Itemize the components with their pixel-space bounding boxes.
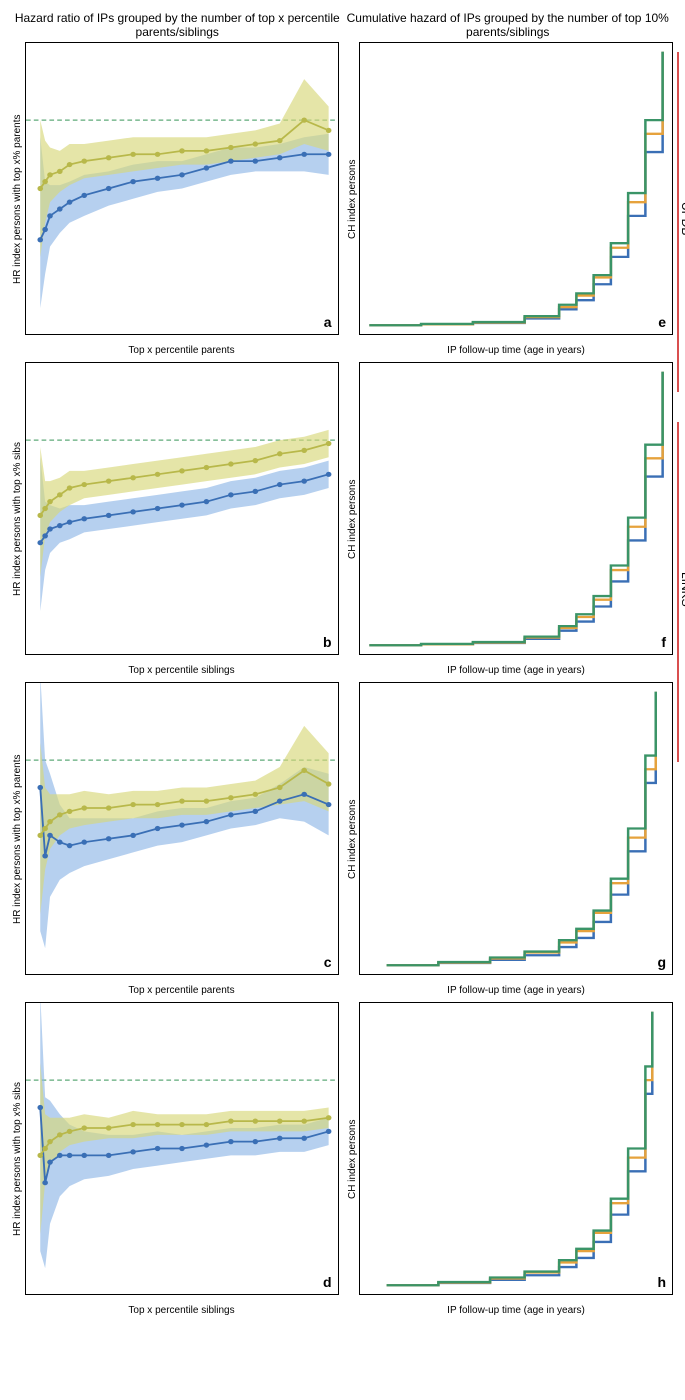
panel-e: CH index persons654321020406080100eIP fo… xyxy=(347,42,674,356)
ylabel-c: HR index persons with top x% parents xyxy=(12,682,25,996)
ylabel-e: CH index persons xyxy=(347,42,360,356)
ylabel-h: CH index persons xyxy=(347,1002,360,1316)
panel-letter-e: e xyxy=(658,314,666,330)
updb-label: UPDB xyxy=(679,202,685,235)
ylabel-f: CH index persons xyxy=(347,362,360,676)
panel-letter-b: b xyxy=(323,634,332,650)
xlabel-b: Top x percentile siblings xyxy=(25,655,339,676)
plot-e: 654321020406080100e xyxy=(359,42,673,335)
xlabel-c: Top x percentile parents xyxy=(25,975,339,996)
column-titles: Hazard ratio of IPs grouped by the numbe… xyxy=(12,12,673,40)
links-label: LINKS xyxy=(679,572,685,607)
plot-f: 654321020406080100f xyxy=(359,362,673,655)
plot-a: 1.210.80.60.40102030405060a xyxy=(25,42,339,335)
plot-g: 654321020406080100g xyxy=(359,682,673,975)
panel-a: HR index persons with top x% parents1.21… xyxy=(12,42,339,356)
panel-letter-a: a xyxy=(324,314,332,330)
plot-h: 654321020406080100h xyxy=(359,1002,673,1295)
panel-letter-h: h xyxy=(657,1274,666,1290)
ylabel-d: HR index persons with top x% sibs xyxy=(12,1002,25,1316)
figure-root: Hazard ratio of IPs grouped by the numbe… xyxy=(12,12,673,772)
panel-d: HR index persons with top x% sibs1.210.8… xyxy=(12,1002,339,1316)
right-col-title: Cumulative hazard of IPs grouped by the … xyxy=(343,12,674,40)
plot-d: 1.210.80.60.40102030405060d xyxy=(25,1002,339,1295)
panel-letter-c: c xyxy=(324,954,332,970)
xlabel-e: IP follow-up time (age in years) xyxy=(359,335,673,356)
panel-g: CH index persons654321020406080100gIP fo… xyxy=(347,682,674,996)
xlabel-d: Top x percentile siblings xyxy=(25,1295,339,1316)
panel-h: CH index persons654321020406080100hIP fo… xyxy=(347,1002,674,1316)
panel-b: HR index persons with top x% sibs1.210.8… xyxy=(12,362,339,676)
left-col-title: Hazard ratio of IPs grouped by the numbe… xyxy=(12,12,343,40)
panel-f: CH index persons654321020406080100fIP fo… xyxy=(347,362,674,676)
panel-letter-f: f xyxy=(661,634,666,650)
xlabel-g: IP follow-up time (age in years) xyxy=(359,975,673,996)
ylabel-g: CH index persons xyxy=(347,682,360,996)
ylabel-b: HR index persons with top x% sibs xyxy=(12,362,25,676)
panel-grid: HR index persons with top x% parents1.21… xyxy=(12,42,673,762)
xlabel-f: IP follow-up time (age in years) xyxy=(359,655,673,676)
panel-letter-g: g xyxy=(657,954,666,970)
panel-letter-d: d xyxy=(323,1274,332,1290)
xlabel-a: Top x percentile parents xyxy=(25,335,339,356)
ylabel-a: HR index persons with top x% parents xyxy=(12,42,25,356)
panel-c: HR index persons with top x% parents1.21… xyxy=(12,682,339,996)
plot-b: 1.210.80.60.40102030405060b xyxy=(25,362,339,655)
plot-c: 1.210.80.60.40102030405060c xyxy=(25,682,339,975)
xlabel-h: IP follow-up time (age in years) xyxy=(359,1295,673,1316)
